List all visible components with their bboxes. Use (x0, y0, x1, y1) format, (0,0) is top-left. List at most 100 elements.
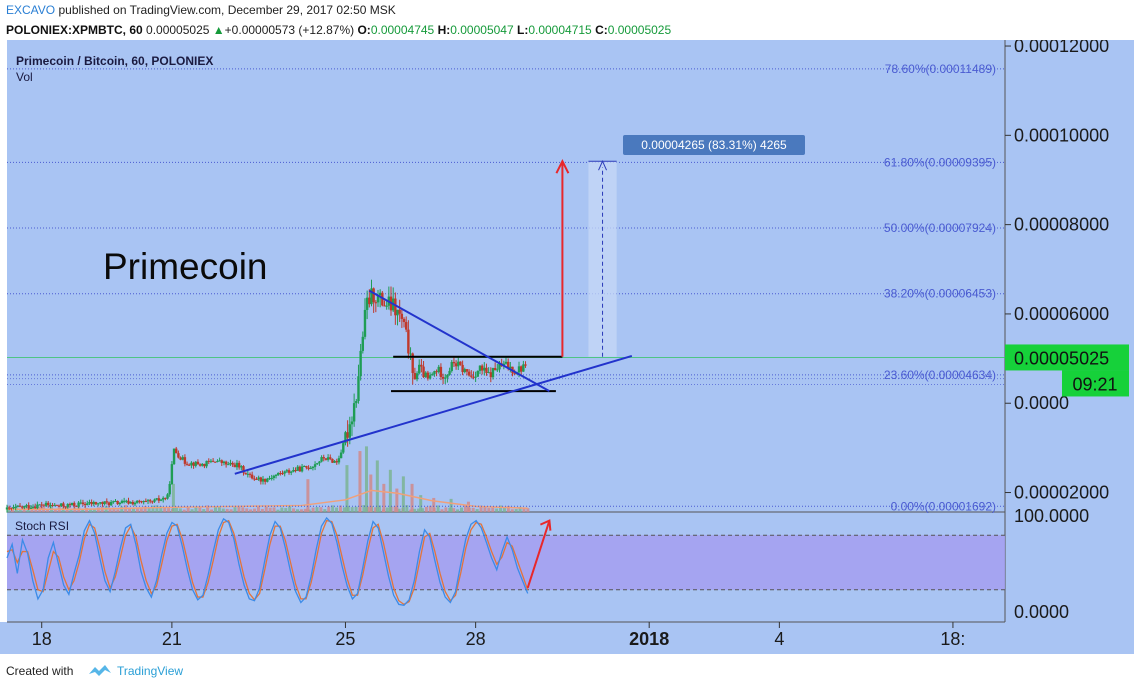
volume-bar (436, 505, 440, 512)
candle-body (287, 470, 291, 473)
candle-body (47, 502, 50, 506)
candle-body (144, 501, 148, 503)
candle-body (164, 497, 167, 499)
candle-body (129, 501, 132, 504)
volume-bar (444, 507, 448, 512)
candle-body (14, 506, 17, 508)
candle-body (368, 297, 371, 305)
volume-bar (147, 508, 151, 512)
candle-body (307, 467, 310, 470)
ascending-trendline[interactable] (234, 354, 633, 475)
candle-body (170, 464, 174, 484)
last-price-tag (1005, 344, 1129, 371)
candle-body (64, 506, 67, 508)
chart-title: Primecoin / Bitcoin, 60, POLONIEX (16, 54, 213, 68)
candle-body (20, 506, 24, 508)
candle-body (25, 505, 28, 507)
candle-body (227, 464, 230, 466)
primecoin-annotation[interactable]: Primecoin (103, 246, 268, 287)
candle-body (120, 500, 124, 503)
candle-body (298, 466, 302, 472)
candle-body (296, 466, 299, 471)
candle-body (400, 313, 404, 319)
volume-bar (135, 507, 139, 512)
stoch-arrow[interactable] (526, 520, 551, 589)
candle-body (398, 309, 401, 314)
candle-body (326, 457, 330, 460)
candle-body (283, 471, 286, 474)
candle-body (125, 500, 128, 502)
candle-body (467, 371, 471, 376)
volume-bar (276, 509, 280, 512)
volume-bar (292, 508, 296, 512)
candle-body (68, 504, 72, 506)
candle-body (49, 505, 52, 507)
volume-bar (241, 507, 245, 512)
stoch-arrowhead-icon (539, 519, 552, 531)
candle-body (181, 457, 184, 460)
volume-bar (46, 508, 50, 512)
candle-body (372, 288, 375, 303)
volume-bar (167, 508, 171, 512)
last-price-tag-text: 0.00005025 (1014, 348, 1109, 368)
candle-body (359, 350, 362, 377)
volume-bar (190, 509, 194, 512)
drawings-layer[interactable]: 0.00004265 (83.31%) 4265 (234, 135, 805, 475)
volume-bar (174, 506, 178, 512)
volume-bar (483, 507, 487, 512)
candle-body (118, 502, 122, 505)
volume-bar (221, 508, 225, 512)
publisher-name[interactable]: EXCAVO (6, 3, 56, 17)
candle-body (216, 461, 219, 463)
candle-body (138, 500, 141, 502)
candle-body (114, 500, 117, 502)
volume-bar (139, 508, 143, 512)
candle-body (504, 361, 508, 364)
volume-bar (143, 506, 147, 512)
volume-ma-line (7, 489, 528, 510)
descending-trendline[interactable] (368, 289, 550, 393)
candle-body (242, 466, 245, 473)
candles-layer (5, 279, 527, 513)
time-tick-label: 21 (162, 629, 182, 649)
volume-spike-bar (395, 488, 399, 512)
candle-body (472, 376, 475, 378)
candle-body (224, 461, 228, 465)
volume-bar (96, 507, 100, 512)
candle-body (172, 448, 176, 465)
candle-body (198, 464, 202, 466)
price-tick-label: 0.00012000 (1014, 40, 1109, 56)
candle-body (454, 363, 458, 367)
candle-body (12, 506, 15, 509)
candle-body (183, 457, 187, 464)
time-tick-label: 28 (466, 629, 486, 649)
candle-body (133, 502, 137, 505)
volume-bar (202, 509, 206, 512)
volume-bar (217, 506, 221, 512)
price-chart[interactable]: 78.60%(0.00011489) 61.80%(0.00009395) 50.0… (0, 40, 1134, 654)
candle-body (513, 373, 516, 375)
close-label: C: (595, 23, 608, 37)
last-price: 0.00005025 (146, 23, 210, 37)
volume-bar (526, 508, 530, 512)
fibonacci-retracement[interactable]: 78.60%(0.00011489) 61.80%(0.00009395) 50.0… (7, 62, 1005, 513)
candle-body (263, 478, 267, 482)
price-tick-label: 0.00010000 (1014, 125, 1109, 145)
candle-body (194, 461, 197, 466)
tradingview-link[interactable]: TradingView (117, 664, 184, 678)
candle-body (175, 448, 178, 454)
candle-body (483, 367, 486, 371)
candle-body (159, 499, 163, 501)
candle-body (303, 466, 306, 468)
candle-body (188, 464, 191, 466)
price-scale[interactable] (1005, 40, 1134, 622)
volume-bar (405, 505, 409, 512)
time-tick-label: 25 (335, 629, 355, 649)
candle-body (155, 498, 158, 500)
candle-body (355, 400, 358, 404)
candle-body (276, 472, 280, 475)
time-scale[interactable] (0, 622, 1134, 654)
measure-label[interactable]: 0.00004265 (83.31%) 4265 (623, 135, 805, 155)
candle-body (90, 502, 93, 505)
main-pane[interactable] (7, 40, 1005, 512)
